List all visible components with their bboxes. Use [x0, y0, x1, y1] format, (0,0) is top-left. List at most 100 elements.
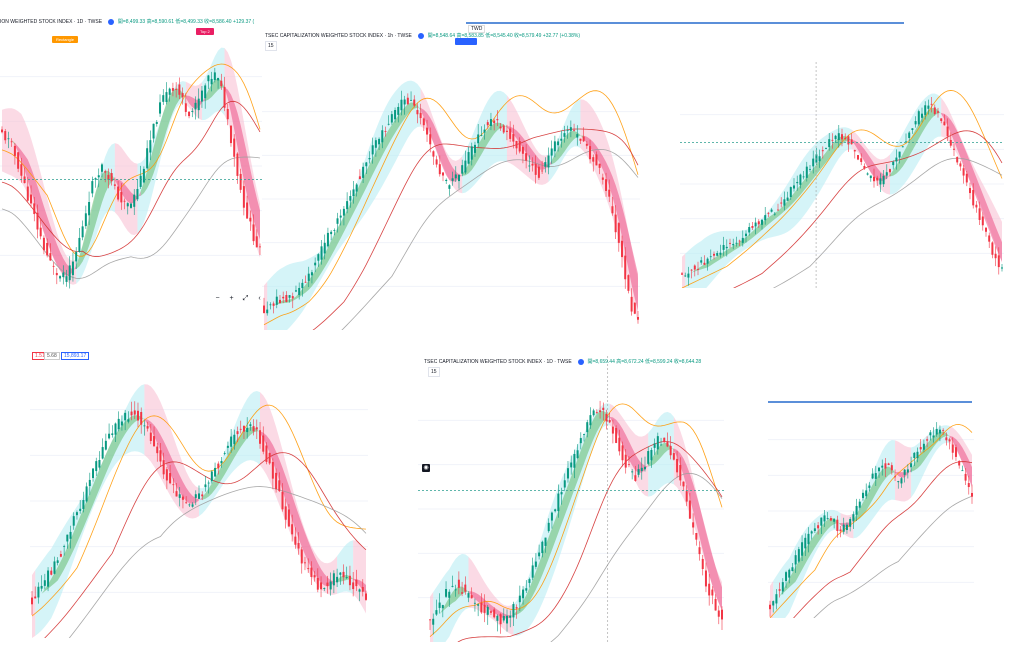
candle-body: [169, 473, 172, 484]
candle-body: [294, 290, 297, 292]
candle-body: [438, 602, 441, 608]
candle-body: [919, 447, 922, 450]
candle-body: [512, 604, 515, 618]
candle-body: [582, 136, 585, 142]
candle-body: [133, 194, 136, 207]
candle-body: [534, 561, 537, 567]
candle-body: [473, 144, 476, 153]
currency-select[interactable]: TWD: [468, 25, 486, 33]
chart-panel-2: TSEC CAPITALIZATION WEIGHTED STOCK INDEX…: [262, 28, 640, 330]
eye-icon[interactable]: [578, 358, 585, 365]
currency-bar: TWD: [466, 21, 904, 33]
candle-body: [554, 509, 557, 512]
candle-body: [255, 236, 258, 248]
candle-body: [592, 410, 595, 416]
candle-body: [239, 428, 242, 430]
candle-body: [780, 202, 783, 204]
bollinger-band-down: [430, 403, 722, 642]
candle-body: [42, 237, 45, 251]
symbol-title: TSEC CAPITALIZATION WEIGHTED STOCK INDEX…: [265, 33, 412, 39]
low-value: 低=8,599.24: [645, 359, 673, 365]
candle-body: [930, 103, 933, 105]
ma-ribbon-down: [144, 418, 366, 594]
candle-body: [181, 92, 184, 98]
candle-body: [326, 232, 329, 247]
candle-body: [378, 138, 381, 145]
candle-body: [713, 253, 715, 256]
scroll-left-button[interactable]: ‹: [255, 294, 262, 303]
candle-body: [608, 420, 611, 423]
price-chart[interactable]: [680, 62, 1004, 288]
candle-body: [988, 235, 991, 242]
eye-icon[interactable]: [418, 32, 425, 39]
candle-body: [493, 609, 496, 618]
candle-body: [573, 454, 576, 468]
candle-body: [997, 255, 1000, 268]
candle-body: [46, 242, 49, 256]
candle-body: [303, 562, 306, 564]
candle-body: [464, 584, 467, 592]
bollinger-band-down: [770, 425, 972, 618]
candle-body: [78, 237, 81, 252]
price-chart[interactable]: [768, 396, 974, 618]
candle-body: [741, 237, 744, 243]
chart-layer: [680, 62, 1004, 288]
zoom-in-button[interactable]: +: [227, 294, 236, 303]
candle-body: [598, 163, 601, 168]
candle-body: [461, 592, 464, 594]
candle-body: [566, 130, 569, 131]
candle-body: [805, 166, 808, 178]
fit-button[interactable]: ⤢: [241, 294, 250, 303]
candle-body: [690, 269, 693, 271]
candle-body: [259, 246, 261, 248]
candle-body: [130, 203, 132, 208]
candle-body: [387, 123, 390, 125]
candle-body: [836, 519, 839, 531]
candle-body: [884, 463, 887, 469]
bollinger-band-up: [76, 47, 225, 284]
candle-body: [355, 184, 358, 192]
eye-icon[interactable]: [108, 18, 115, 25]
chart-layer: [0, 47, 262, 289]
candle-body: [889, 169, 891, 173]
price-chart[interactable]: [30, 352, 368, 638]
candle-body: [454, 589, 457, 591]
candle-body: [98, 460, 101, 468]
candle-body: [159, 450, 162, 462]
candle-body: [454, 174, 457, 179]
price-chart[interactable]: [262, 28, 640, 330]
candle-body: [933, 107, 936, 114]
price-chart[interactable]: [0, 14, 262, 308]
open-value: 開=8,659.44: [587, 359, 615, 365]
candle-body: [946, 126, 949, 137]
candle-body: [342, 208, 345, 216]
candle-body: [828, 139, 831, 148]
interval-badge[interactable]: 15: [428, 367, 440, 377]
candle-body: [72, 516, 75, 526]
candle-body: [834, 135, 837, 140]
rectangle-tag[interactable]: Rectangle: [52, 36, 79, 43]
candle-body: [706, 258, 709, 264]
candle-body: [320, 246, 323, 260]
top-tag[interactable]: Top 2: [196, 28, 214, 35]
candle-body: [332, 573, 335, 586]
zoom-out-button[interactable]: −: [213, 294, 222, 303]
candle-body: [563, 133, 566, 137]
candle-body: [281, 491, 284, 510]
candle-body: [136, 188, 139, 200]
candle-body: [881, 465, 884, 468]
camera-icon[interactable]: ◉: [422, 464, 430, 472]
candle-body: [330, 231, 333, 235]
candle-body: [88, 479, 91, 487]
candle-body: [310, 567, 313, 577]
candle-body: [352, 189, 355, 196]
buy-button[interactable]: [455, 38, 477, 45]
candle-body: [136, 410, 139, 421]
candle-body: [226, 445, 229, 448]
candle-body: [486, 606, 489, 615]
candle-body: [544, 162, 547, 167]
price-chart[interactable]: [418, 356, 724, 642]
interval-badge[interactable]: 15: [265, 41, 277, 51]
candle-body: [725, 246, 728, 249]
candle-body: [314, 262, 317, 266]
